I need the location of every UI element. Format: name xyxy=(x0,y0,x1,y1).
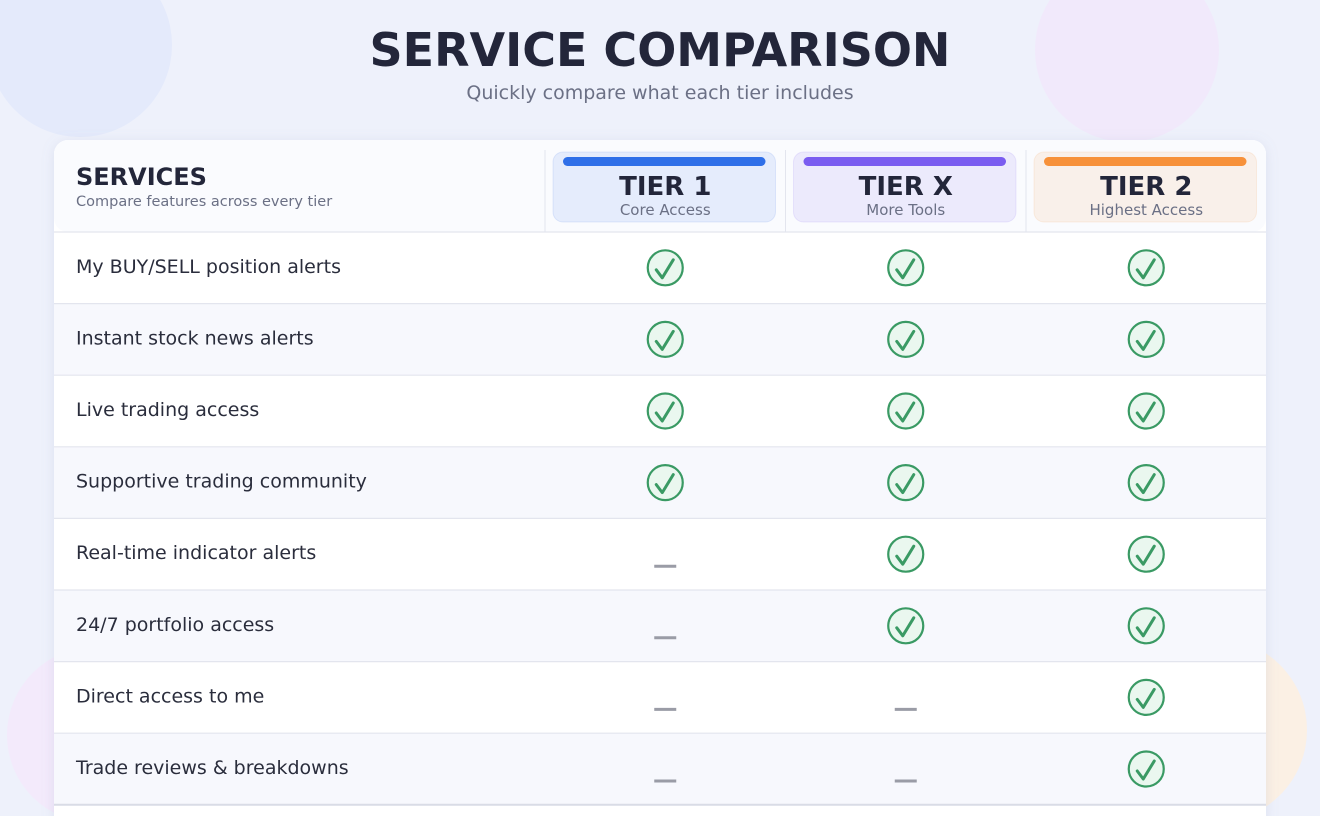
table-row xyxy=(54,733,1266,805)
check-circle xyxy=(1127,392,1165,430)
check-icon xyxy=(1127,678,1165,717)
tier-name: TIER 1 xyxy=(619,172,711,202)
check-circle xyxy=(1127,678,1165,717)
tier-bar xyxy=(803,157,1006,166)
check-circle xyxy=(646,249,684,287)
check-mark xyxy=(1135,687,1156,709)
check-circle xyxy=(887,535,925,573)
check-icon xyxy=(1127,750,1165,788)
feature-label: 24/7 portfolio access xyxy=(76,614,274,636)
feature-label: My BUY/SELL position alerts xyxy=(76,256,341,278)
check-icon xyxy=(887,320,925,358)
check-mark xyxy=(895,329,916,351)
check-icon xyxy=(887,535,925,573)
services-title: SERVICES xyxy=(76,163,207,191)
check-mark xyxy=(895,473,916,495)
check-mark xyxy=(1135,473,1156,495)
check-mark xyxy=(654,258,675,280)
table-row xyxy=(54,518,1266,590)
check-circle xyxy=(887,320,925,358)
check-icon xyxy=(1127,249,1165,287)
check-icon xyxy=(1127,320,1165,358)
check-icon xyxy=(1127,464,1165,502)
check-circle xyxy=(1127,535,1165,573)
tier-subtitle: Highest Access xyxy=(1089,201,1203,219)
check-mark xyxy=(1135,544,1156,566)
tier-card xyxy=(793,151,1017,223)
tier-name: TIER 2 xyxy=(1100,172,1192,202)
decor-circle xyxy=(1035,0,1219,142)
check-circle xyxy=(646,392,684,430)
feature-label: Real-time indicator alerts xyxy=(76,542,316,564)
check-circle xyxy=(1127,320,1165,358)
check-icon xyxy=(887,249,925,287)
check-circle xyxy=(887,607,925,645)
check-circle xyxy=(887,249,925,287)
table-row xyxy=(54,590,1266,662)
check-mark xyxy=(654,401,675,423)
tier-name: TIER X xyxy=(859,172,953,202)
check-circle xyxy=(1127,464,1165,502)
check-mark xyxy=(1135,329,1156,351)
tier-subtitle: Core Access xyxy=(620,201,711,219)
check-mark xyxy=(1135,258,1156,280)
tier-bar xyxy=(563,157,766,166)
check-mark xyxy=(654,329,675,351)
check-mark xyxy=(1135,759,1156,781)
check-mark xyxy=(895,401,916,423)
tier-bar xyxy=(1044,157,1247,166)
decor-circle xyxy=(0,0,172,137)
check-circle xyxy=(887,392,925,430)
tier-card xyxy=(552,151,776,223)
check-mark xyxy=(895,616,916,638)
check-icon xyxy=(646,464,684,502)
tier-subtitle: More Tools xyxy=(866,201,945,219)
check-mark xyxy=(1135,616,1156,638)
feature-label: Instant stock news alerts xyxy=(76,327,314,349)
services-subtitle: Compare features across every tier xyxy=(76,194,332,210)
check-icon xyxy=(646,249,684,287)
feature-label: Direct access to me xyxy=(76,685,264,707)
table-row xyxy=(54,661,1266,734)
feature-label: Live trading access xyxy=(76,399,259,421)
check-icon xyxy=(1127,535,1165,573)
page-title: SERVICE COMPARISON xyxy=(370,23,951,77)
check-icon xyxy=(646,320,684,358)
tier-card xyxy=(1033,151,1257,223)
feature-label: Supportive trading community xyxy=(76,471,367,493)
check-circle xyxy=(887,464,925,502)
check-icon xyxy=(887,392,925,430)
check-icon xyxy=(1127,607,1165,645)
check-icon xyxy=(1127,392,1165,430)
page-subtitle: Quickly compare what each tier includes xyxy=(466,82,853,104)
check-mark xyxy=(1135,401,1156,423)
check-icon xyxy=(646,392,684,430)
feature-label: Trade reviews & breakdowns xyxy=(75,757,349,779)
check-mark xyxy=(654,473,675,495)
check-mark xyxy=(895,544,916,566)
check-icon xyxy=(887,607,925,645)
check-circle xyxy=(646,464,684,502)
check-circle xyxy=(1127,249,1165,287)
check-circle xyxy=(1127,750,1165,788)
check-mark xyxy=(895,258,916,280)
check-circle xyxy=(1127,607,1165,645)
check-circle xyxy=(646,320,684,358)
check-icon xyxy=(887,464,925,502)
